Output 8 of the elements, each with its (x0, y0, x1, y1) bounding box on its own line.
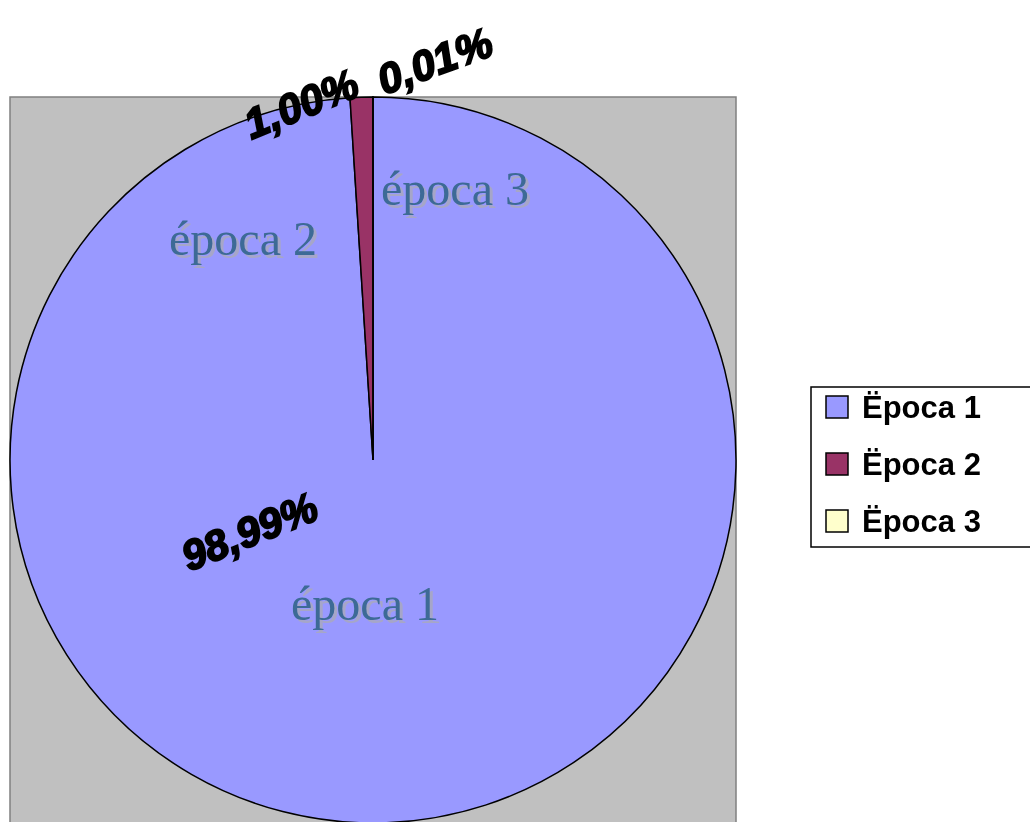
legend-label: Ëpoca 3 (862, 504, 981, 539)
data-label: 1,00% (237, 59, 366, 148)
text: época 1 (294, 580, 442, 633)
legend-label: Ëpoca 1 (862, 390, 981, 425)
text: época 2 (172, 215, 320, 268)
text: época 3 (384, 165, 532, 218)
legend-label: Ëpoca 2 (862, 447, 981, 482)
data-label: 0,01% (371, 18, 499, 104)
